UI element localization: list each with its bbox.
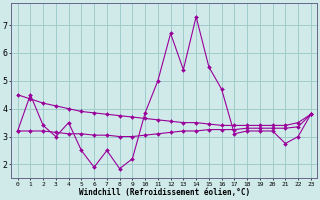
X-axis label: Windchill (Refroidissement éolien,°C): Windchill (Refroidissement éolien,°C) — [79, 188, 250, 197]
